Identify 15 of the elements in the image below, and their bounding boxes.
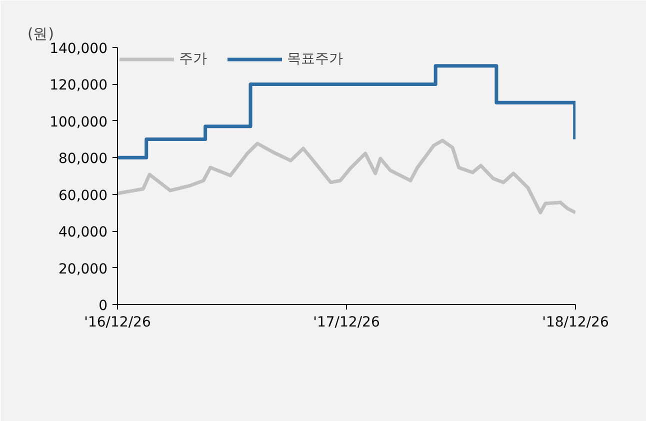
legend-label: 목표주가: [287, 50, 343, 68]
x-tick-label: '18/12/26: [542, 314, 609, 330]
y-tick-label: 140,000: [50, 41, 108, 57]
x-tick-label: '16/12/26: [84, 314, 151, 330]
y-tick-label: 80,000: [58, 151, 108, 168]
legend-label: 주가: [179, 50, 207, 68]
y-tick-label: 40,000: [58, 224, 108, 241]
y-axis-title: (원): [28, 26, 54, 42]
line-series: [118, 138, 576, 214]
x-tick-label: '17/12/26: [313, 314, 380, 330]
y-tick-label: 20,000: [58, 261, 108, 278]
y-tick-label: 100,000: [50, 114, 108, 130]
y-tick-label: 120,000: [50, 78, 108, 94]
y-tick-label: 60,000: [58, 188, 108, 204]
y-tick-label: 0: [98, 298, 108, 314]
